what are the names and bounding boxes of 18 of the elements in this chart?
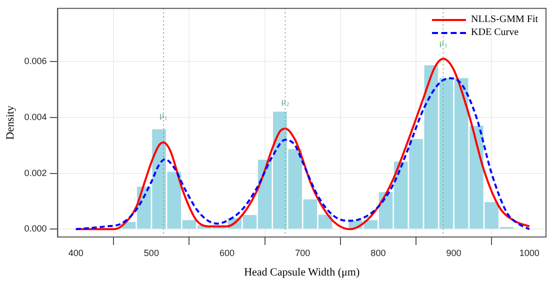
annotation: μ₂ [281,96,290,106]
y-axis-title: Density [4,105,16,140]
annotation: μ₃ [439,37,448,48]
y-tick-label: 0.004 [24,112,47,122]
annotation: μ₁ [160,110,168,120]
y-tick-label: 0.000 [24,224,47,234]
x-tick-label: 1000 [519,248,540,258]
x-tick-label: 900 [446,248,462,258]
x-tick-label: 600 [220,248,235,258]
x-tick-label: 700 [295,248,310,258]
x-axis-title: Head Capsule Width (μm) [244,266,360,278]
y-tick-label: 0.002 [24,168,47,178]
x-tick-label: 500 [144,248,159,258]
legend-label: KDE Curve [471,26,519,40]
x-tick-label: 400 [68,248,84,258]
legend-label: NLLS-GMM Fit [471,13,538,26]
x-tick-label: 800 [370,248,386,258]
y-tick-label: 0.006 [24,56,47,66]
